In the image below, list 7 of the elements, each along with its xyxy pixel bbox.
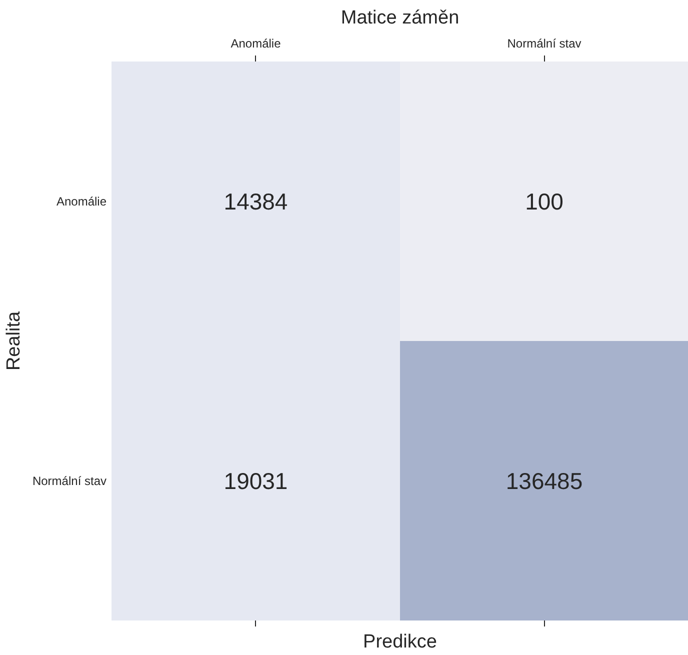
x-axis-title: Predikce <box>363 632 437 652</box>
data-label: 14384 <box>224 188 288 214</box>
data-label: 136485 <box>506 468 583 494</box>
chart-title: Matice záměn <box>340 8 460 28</box>
data-label: 100 <box>525 188 564 214</box>
y-axis-title: Realita <box>3 310 24 371</box>
data-label: 19031 <box>224 468 288 494</box>
